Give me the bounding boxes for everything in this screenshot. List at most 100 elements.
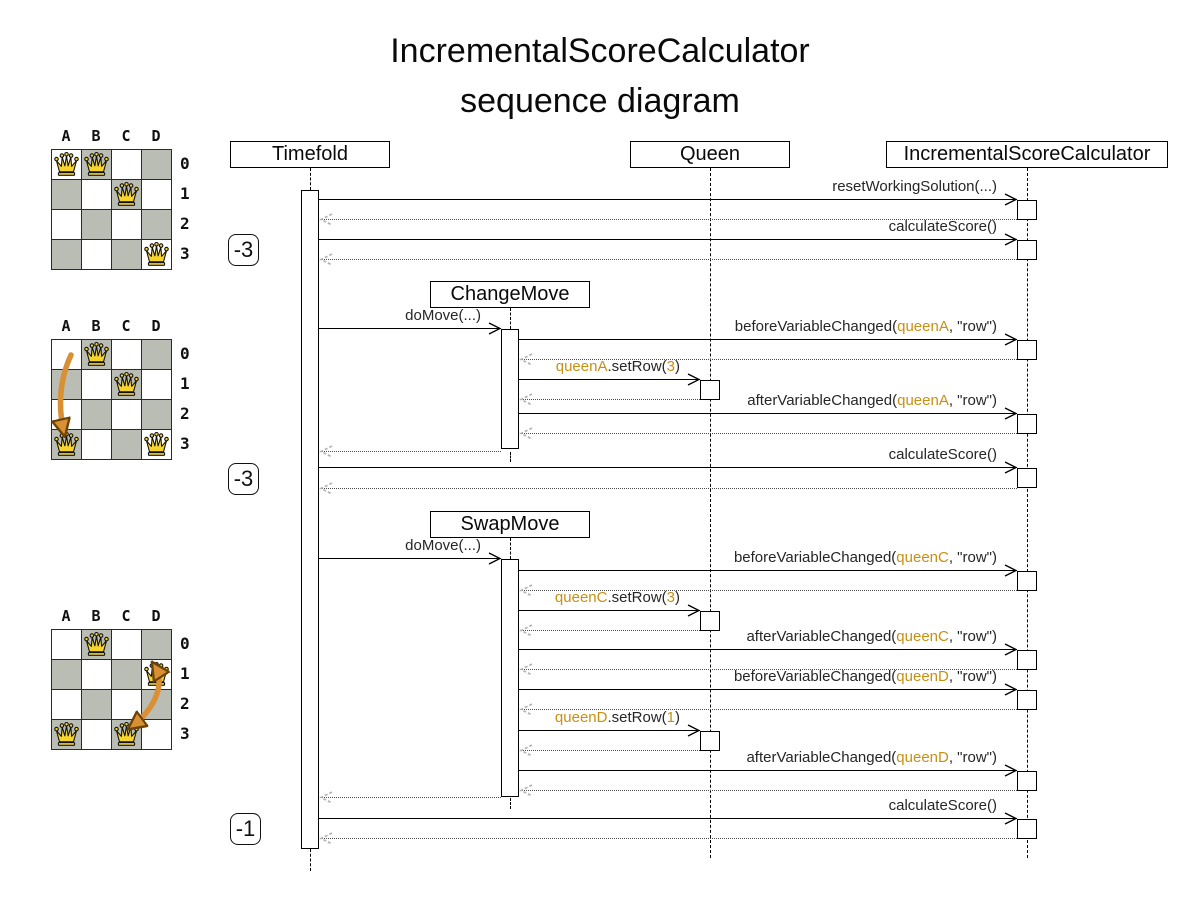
message-line (519, 649, 1017, 650)
participant-queen: Queen (630, 141, 790, 168)
chessboard-2: A B C D 0 1 2 3 (51, 315, 211, 465)
board-column-label: B (91, 607, 101, 625)
activation-box-isc (1017, 414, 1037, 434)
queen-reference-text: queenC (554, 589, 608, 606)
call-arrowhead-icon (1004, 683, 1018, 696)
board-cell (141, 429, 172, 460)
call-arrowhead-icon (1004, 233, 1018, 246)
call-arrowhead-icon (1004, 812, 1018, 825)
board-cell (111, 209, 142, 240)
activation-box-isc (1017, 771, 1037, 791)
board-cell (51, 209, 82, 240)
return-line (321, 838, 1017, 839)
return-arrowhead-icon (519, 784, 533, 797)
message-line (319, 239, 1017, 240)
message-text: ) (675, 589, 680, 606)
message-label: doMove(...) (405, 306, 481, 326)
return-line (521, 433, 1017, 434)
return-line (521, 750, 700, 751)
board-row-label: 0 (180, 634, 190, 653)
message-label: queenC.setRow(3) (555, 588, 680, 608)
message-text: ) (675, 358, 680, 375)
queen-icon (53, 151, 80, 178)
message-line (319, 199, 1017, 200)
board-row-label: 2 (180, 404, 190, 423)
board-cell (81, 369, 112, 400)
board-row-label: 2 (180, 214, 190, 233)
queen-reference-text: queenC (896, 549, 949, 566)
message-text: .setRow( (607, 358, 667, 375)
message-line (519, 770, 1017, 771)
message-text: doMove(...) (405, 307, 481, 324)
page-title-line2: sequence diagram (460, 82, 740, 120)
board-row-label: 3 (180, 724, 190, 743)
lifeline-changemove (510, 308, 511, 329)
message-label: doMove(...) (405, 536, 481, 556)
return-arrowhead-icon (519, 393, 533, 406)
board-column-label: D (151, 317, 161, 335)
activation-bar-swapmove (501, 559, 519, 797)
message-text: afterVariableChanged( (746, 749, 897, 766)
board-grid (51, 149, 172, 270)
page-title: IncrementalScoreCalculator sequence diag… (0, 26, 1200, 126)
message-text: resetWorkingSolution(...) (832, 178, 997, 195)
return-line (321, 259, 1017, 260)
message-label: queenD.setRow(1) (555, 708, 680, 728)
message-line (519, 610, 700, 611)
message-text: , "row") (948, 628, 997, 645)
message-text: afterVariableChanged( (746, 628, 897, 645)
activation-box-isc (1017, 200, 1037, 220)
board-column-label: C (121, 127, 131, 145)
call-arrowhead-icon (1004, 461, 1018, 474)
queen-reference-text: queenD (554, 709, 608, 726)
return-line (521, 709, 1017, 710)
activation-box-isc (1017, 468, 1037, 488)
queen-reference-text: 3 (666, 358, 675, 375)
lifeline-changemove (510, 452, 511, 462)
activation-box-isc (1017, 240, 1037, 260)
return-line (321, 797, 501, 798)
return-arrowhead-icon (519, 624, 533, 637)
score-badge: -3 (228, 463, 259, 495)
queen-icon (83, 151, 110, 178)
message-line (319, 328, 501, 329)
return-arrowhead-icon (319, 791, 333, 804)
return-arrowhead-icon (319, 253, 333, 266)
message-line (319, 558, 501, 559)
participant-isc: IncrementalScoreCalculator (886, 141, 1168, 168)
message-label: resetWorkingSolution(...) (832, 177, 997, 197)
board-column-label: C (121, 317, 131, 335)
return-line (321, 451, 501, 452)
activation-box-isc (1017, 340, 1037, 360)
message-label: calculateScore() (889, 445, 997, 465)
board-cell (81, 659, 112, 690)
message-text: ) (675, 709, 680, 726)
activation-box-queen (700, 380, 720, 400)
board-cell (111, 239, 142, 270)
return-line (521, 669, 1017, 670)
activation-box-isc (1017, 650, 1037, 670)
return-line (521, 399, 700, 400)
message-line (519, 570, 1017, 571)
activation-box-isc (1017, 690, 1037, 710)
queen-reference-text: queenD (896, 668, 949, 685)
activation-bar-changemove (501, 329, 519, 449)
activation-bar-timefold (301, 190, 319, 849)
return-arrowhead-icon (519, 663, 533, 676)
board-cell (81, 339, 112, 370)
board-column-label: B (91, 127, 101, 145)
chessboard-1: A B C D 0 1 2 3 (51, 125, 211, 275)
message-text: beforeVariableChanged( (733, 668, 897, 685)
lifeline-timefold (310, 849, 311, 871)
board-column-label: A (61, 127, 71, 145)
message-line (519, 413, 1017, 414)
board-cell (51, 659, 82, 690)
call-arrowhead-icon (1004, 643, 1018, 656)
call-arrowhead-icon (488, 552, 502, 565)
board-cell (51, 719, 82, 750)
call-arrowhead-icon (687, 724, 701, 737)
board-row-label: 3 (180, 244, 190, 263)
message-text: calculateScore() (888, 797, 997, 814)
activation-box-isc (1017, 571, 1037, 591)
